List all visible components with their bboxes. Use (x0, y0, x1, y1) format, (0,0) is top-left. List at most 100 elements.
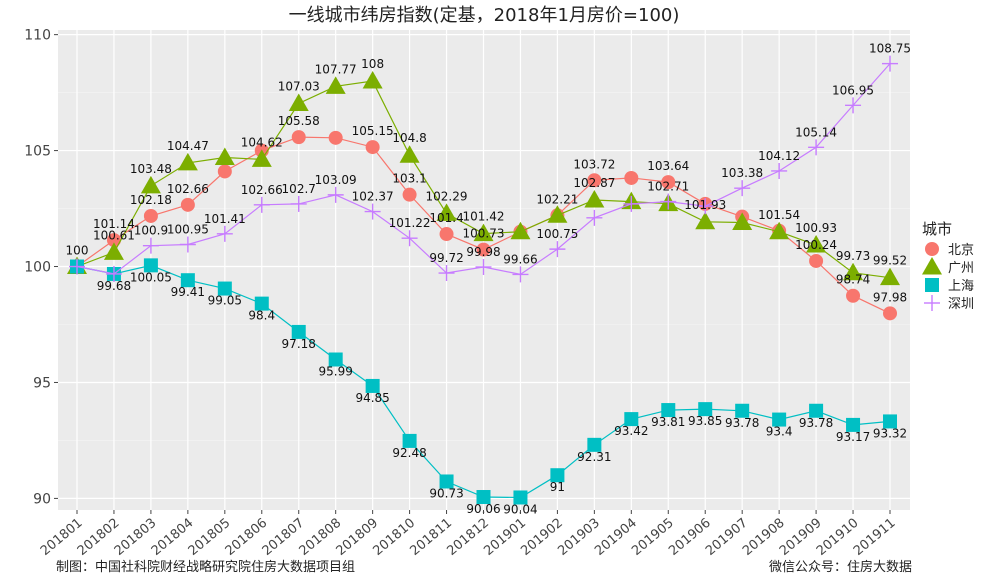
data-label: 101.54 (758, 208, 800, 222)
data-point (401, 230, 418, 247)
data-label: 101.14 (93, 217, 135, 231)
data-point (439, 227, 454, 242)
data-label: 100.05 (130, 270, 172, 284)
data-point (698, 402, 713, 417)
data-label: 102.66 (241, 183, 283, 197)
data-label: 105.58 (278, 114, 320, 128)
legend-key (924, 295, 940, 311)
data-label: 93.4 (766, 425, 793, 439)
data-point (846, 417, 861, 432)
data-label: 99.98 (466, 245, 500, 259)
data-label: 93.85 (688, 414, 722, 428)
data-label: 103.64 (647, 159, 689, 173)
data-point (623, 195, 640, 212)
data-label: 98.74 (836, 273, 870, 287)
data-point (476, 242, 491, 257)
data-label: 108.75 (869, 42, 911, 56)
data-label: 102.71 (647, 180, 689, 194)
data-point (142, 237, 159, 254)
data-label: 100 (66, 244, 89, 258)
series-0 (70, 130, 897, 321)
data-point (362, 71, 383, 89)
data-point (217, 164, 232, 179)
data-point (845, 97, 862, 114)
data-label: 97.18 (282, 337, 316, 351)
data-label: 107.03 (278, 80, 320, 94)
data-point (180, 197, 195, 212)
data-label: 100.9 (134, 224, 168, 238)
data-point (217, 281, 232, 296)
data-point (288, 93, 309, 112)
data-point (106, 233, 121, 248)
legend-label: 上海 (948, 279, 974, 294)
data-label: 93.17 (836, 430, 870, 444)
data-label: 102.21 (536, 192, 578, 206)
data-label: 90.73 (429, 486, 463, 500)
data-point (399, 145, 420, 163)
data-label: 99.41 (171, 285, 205, 299)
y-tick-label: 100 (24, 260, 51, 276)
data-label: 99.68 (97, 279, 131, 293)
data-label: 94.85 (355, 391, 389, 405)
data-label: 105.14 (795, 125, 837, 139)
data-label: 91 (550, 480, 565, 494)
data-point (216, 225, 233, 242)
data-label: 90.04 (503, 502, 537, 516)
data-label: 104.12 (758, 149, 800, 163)
legend-label: 深圳 (948, 297, 974, 312)
series-3 (69, 55, 898, 283)
data-point (327, 186, 344, 203)
data-point (883, 306, 897, 321)
data-point (253, 196, 270, 213)
series-2 (70, 258, 897, 505)
data-label: 93.81 (651, 415, 685, 429)
data-label: 93.78 (799, 416, 833, 430)
data-label: 104.62 (241, 135, 283, 149)
data-point (587, 173, 602, 188)
footer-credit: 制图：中国社科院财经战略研究院住房大数据项目组 (56, 560, 356, 575)
data-label: 101.41 (204, 212, 246, 226)
data-label: 105.15 (352, 124, 394, 138)
data-point (772, 412, 787, 427)
data-point (402, 187, 417, 202)
series-1 (67, 71, 900, 286)
data-point (734, 180, 751, 197)
data-label: 97.98 (873, 290, 907, 304)
data-point (140, 175, 161, 194)
data-label: 102.29 (426, 189, 468, 203)
data-label: 103.1 (392, 172, 426, 186)
legend-title: 城市 (922, 220, 952, 238)
series-layer (67, 55, 900, 505)
data-label: 102.37 (352, 190, 394, 204)
data-label: 99.72 (429, 251, 463, 265)
data-point (584, 189, 605, 208)
legend-key (925, 242, 939, 256)
data-labels: 100101.14102.18102.66105.58105.15103.110… (66, 42, 911, 517)
data-label: 99.66 (503, 252, 537, 266)
data-label: 98.4 (248, 309, 275, 323)
data-label: 103.72 (573, 157, 615, 171)
y-tick-label: 105 (24, 144, 51, 160)
y-tick-label: 95 (33, 375, 51, 391)
data-point (624, 412, 639, 427)
data-point (735, 403, 750, 418)
data-point (661, 403, 676, 418)
data-label: 90.06 (466, 502, 500, 516)
data-label: 100.93 (795, 221, 837, 235)
data-point (624, 170, 639, 185)
data-point (883, 414, 897, 429)
data-point (69, 258, 85, 275)
data-point (846, 288, 861, 303)
data-point (214, 147, 235, 166)
data-label: 99.52 (873, 254, 907, 268)
data-label: 103.38 (721, 166, 763, 180)
data-label: 104.8 (392, 131, 426, 145)
data-label: 100.95 (167, 222, 209, 236)
data-point (438, 265, 455, 282)
data-label: 104.47 (167, 139, 209, 153)
data-point (661, 175, 676, 190)
data-point (660, 193, 677, 210)
data-point (325, 76, 346, 94)
data-point (550, 468, 565, 483)
